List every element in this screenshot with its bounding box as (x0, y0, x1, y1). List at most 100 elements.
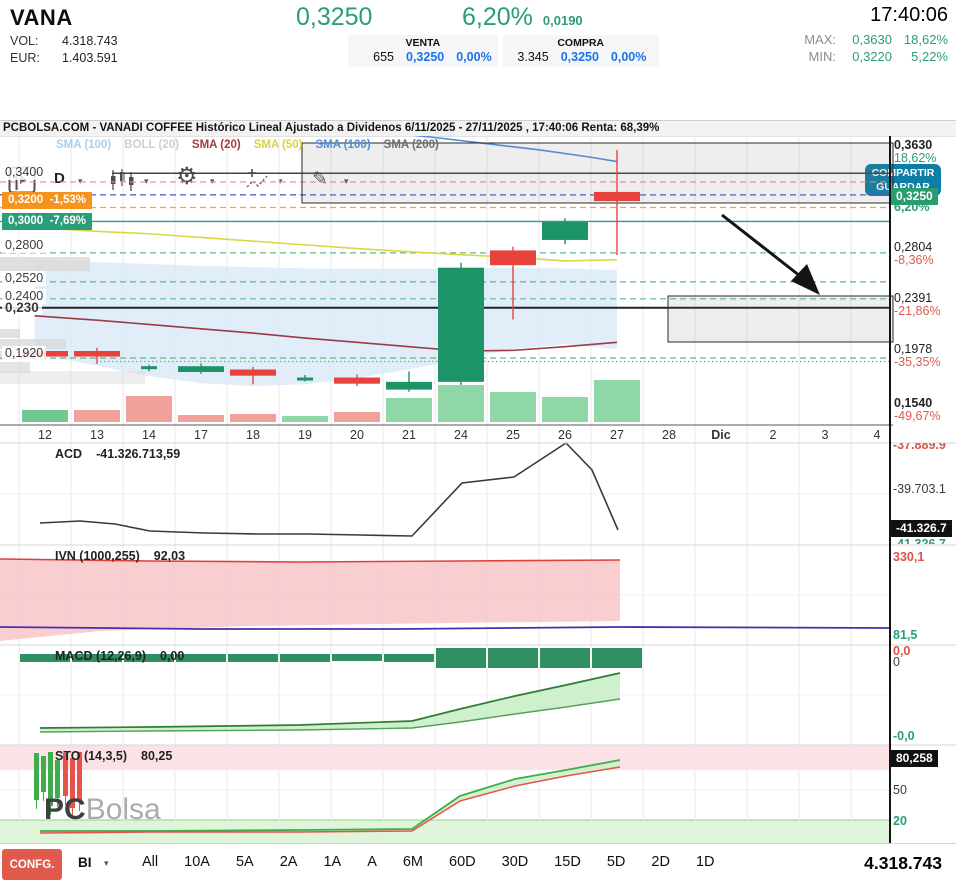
max-pct: 18,62% (903, 32, 948, 47)
candle-body (297, 377, 313, 381)
macd-signal-line (39, 698, 621, 733)
timeframe-button[interactable]: D (54, 170, 65, 187)
macd-histogram-bar (488, 648, 538, 668)
macd-histogram-bar (280, 654, 330, 662)
legend-item[interactable]: BOLL (20) (124, 139, 179, 151)
config-button[interactable]: CONFG. (2, 849, 62, 880)
venta-qty: 655 (373, 50, 394, 64)
volume-bar (334, 412, 380, 422)
range-button-5d[interactable]: 5D (606, 854, 626, 870)
volume-bar (74, 410, 120, 422)
index-caret-icon[interactable]: ▾ (104, 858, 109, 868)
macd-area (40, 673, 620, 732)
range-button-60d[interactable]: 60D (449, 854, 476, 870)
compra-pct: 0,00% (610, 50, 647, 64)
macd-histogram-bar (592, 648, 642, 668)
indicator-legend: SMA (100) BOLL (20) SMA (20) SMA (50) SMA (1… (56, 139, 439, 151)
add-indicator-caret-icon[interactable]: ▾ (278, 176, 283, 186)
macd-histogram-bar (228, 654, 278, 662)
venta-row: 655 0,3250 0,00% (354, 50, 492, 64)
compra-row: 3.345 0,3250 0,00% (509, 50, 653, 64)
candle-body (178, 366, 224, 372)
quote-time: 17:40:06 (870, 4, 948, 26)
sto-bar (34, 753, 39, 800)
macd-histogram-bar (176, 654, 226, 662)
eur-label: EUR: (10, 51, 40, 65)
compra-price: 0,3250 (560, 50, 599, 64)
venta-box: VENTA 655 0,3250 0,00% (348, 35, 498, 67)
draw-pencil-icon[interactable]: ✎ (312, 168, 328, 191)
timeframe-caret-icon[interactable]: ▾ (78, 176, 83, 186)
range-button-15d[interactable]: 15D (554, 854, 581, 870)
volume-profile-block (0, 329, 20, 338)
max-row: MAX: 0,3630 18,62% (804, 32, 948, 47)
chart-type-caret-icon[interactable]: ▾ (144, 176, 149, 186)
total-volume: 4.318.743 (864, 853, 942, 873)
header: VANA VOL: 4.318.743 EUR: 1.403.591 0,3250 … (0, 0, 956, 80)
range-button-5a[interactable]: 5A (235, 854, 254, 870)
bottom-bar: CONFG. BI ▾ All 10A 5A 2A 1A A 6M 60D 30D 15D 5D 2D… (0, 843, 956, 883)
macd-histogram-bar (72, 654, 122, 662)
candle-body (334, 377, 380, 384)
legend-item[interactable]: SMA (20) (191, 139, 241, 151)
volume-bar (542, 397, 588, 422)
sto-bar (77, 752, 82, 802)
max-value: 0,3630 (852, 32, 892, 47)
candle-body (386, 381, 432, 390)
sto-bar (70, 758, 75, 808)
ivn-base-line (0, 626, 891, 630)
macd-histogram-bar (20, 654, 70, 662)
sma-line (34, 315, 618, 352)
candle-body (22, 350, 68, 357)
range-button-a[interactable]: A (367, 854, 377, 870)
legend-item[interactable]: SMA (200) (383, 139, 439, 151)
range-button-1d[interactable]: 1D (695, 854, 715, 870)
range-button-10a[interactable]: 10A (184, 854, 210, 870)
bollinger-area (34, 260, 618, 387)
volume-profile-block (0, 257, 90, 271)
sto-bar (41, 756, 46, 792)
vol-label: VOL: (10, 34, 39, 48)
index-selector[interactable]: BI (78, 855, 92, 870)
ticker-symbol: VANA (10, 5, 73, 30)
range-buttons: All 10A 5A 2A 1A A 6M 60D 30D 15D 5D 2D 1D (142, 854, 714, 870)
venta-price: 0,3250 (406, 50, 445, 64)
eur-row: EUR: 1.403.591 (10, 51, 118, 65)
draw-caret-icon[interactable]: ▾ (344, 176, 349, 187)
volume-profile-block (0, 362, 30, 373)
candle-body (438, 267, 484, 382)
chart-title: PCBOLSA.COM - VANADI COFFEE Histórico Li… (3, 122, 660, 134)
legend-item[interactable]: SMA (100) (315, 139, 371, 151)
pcbolsa-watermark: PCBolsa (44, 794, 161, 826)
arrow-annotation-line (721, 213, 801, 278)
candle-body (141, 366, 157, 370)
range-button-30d[interactable]: 30D (501, 854, 529, 870)
legend-item[interactable]: SMA (50) (253, 139, 303, 151)
range-button-2d[interactable]: 2D (651, 854, 670, 870)
venta-title: VENTA (405, 37, 441, 49)
arrow-annotation-head (791, 264, 820, 295)
volume-bar (22, 410, 68, 422)
annotation-box (667, 295, 894, 343)
sto-band (0, 745, 890, 770)
range-button-all[interactable]: All (142, 854, 159, 870)
volume-bar (438, 385, 484, 422)
vol-value: 4.318.743 (62, 34, 118, 48)
chart-canvas[interactable] (0, 136, 956, 843)
sto-bar (55, 760, 60, 798)
range-button-1a[interactable]: 1A (323, 854, 342, 870)
volume-row: VOL: 4.318.743 (10, 34, 118, 48)
venta-pct: 0,00% (456, 50, 492, 64)
share-label[interactable]: COMPARTIR (871, 167, 935, 179)
candle-body (490, 250, 536, 266)
legend-item[interactable]: SMA (100) (56, 139, 112, 151)
candle-body (74, 350, 120, 357)
watermark-bolsa: Bolsa (85, 793, 161, 826)
last-price: 0,3250 (296, 3, 373, 31)
sma-line (413, 136, 618, 163)
range-button-6m[interactable]: 6M (402, 854, 424, 870)
ivn-area (0, 559, 620, 641)
volume-bar (126, 396, 172, 422)
range-button-2a[interactable]: 2A (279, 854, 298, 870)
settings-caret-icon[interactable]: ▾ (210, 176, 215, 186)
